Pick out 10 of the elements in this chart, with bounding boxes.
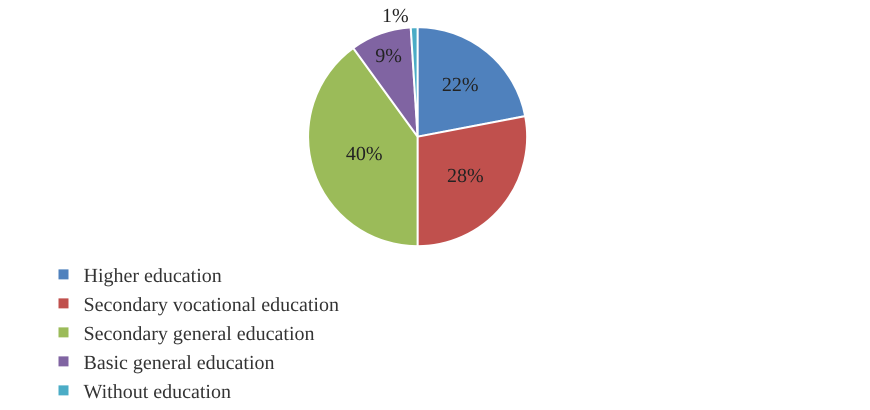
legend-label: Without education — [84, 381, 231, 404]
data-label: 9% — [375, 45, 402, 68]
legend-label: Secondary general education — [84, 323, 315, 346]
data-label: 22% — [442, 74, 479, 96]
legend-label: Secondary vocational education — [84, 294, 339, 316]
data-label: 1% — [382, 5, 409, 28]
data-label: 28% — [446, 165, 484, 188]
legend-label: Basic general education — [84, 352, 275, 374]
data-label: 40% — [346, 143, 383, 166]
legend-label: Higher education — [84, 265, 222, 288]
